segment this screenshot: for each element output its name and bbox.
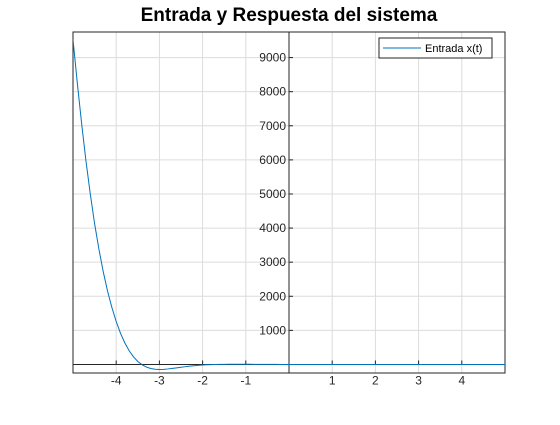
y-tick-label: 8000 bbox=[259, 85, 286, 99]
y-tick-label: 9000 bbox=[259, 51, 286, 65]
x-tick-label: 1 bbox=[329, 373, 336, 387]
x-tick-label: 3 bbox=[415, 373, 422, 387]
x-tick-label: -3 bbox=[154, 373, 165, 387]
series-line-entrada bbox=[73, 39, 505, 370]
x-tick-label: 2 bbox=[372, 373, 379, 387]
axes bbox=[72, 31, 506, 374]
legend: Entrada x(t) bbox=[378, 37, 493, 59]
x-tick-label: -2 bbox=[197, 373, 208, 387]
y-tick-label: 2000 bbox=[259, 289, 286, 303]
y-tick-label: 1000 bbox=[259, 323, 286, 337]
y-tick-label: 7000 bbox=[259, 119, 286, 133]
tick-labels: -4 -3 -2 -1 1 2 3 4 1000 2000 3000 4000 5000 6000 7000… bbox=[111, 51, 466, 388]
y-tick-label: 6000 bbox=[259, 153, 286, 167]
x-tick-label: -4 bbox=[111, 373, 122, 387]
y-tick-label: 5000 bbox=[259, 187, 286, 201]
series-layer bbox=[73, 39, 505, 370]
y-tick-label: 3000 bbox=[259, 255, 286, 269]
legend-label: Entrada x(t) bbox=[425, 43, 482, 55]
legend-box bbox=[378, 37, 493, 59]
x-tick-label: -1 bbox=[240, 373, 251, 387]
y-tick-label: 4000 bbox=[259, 221, 286, 235]
x-tick-label: 4 bbox=[458, 373, 465, 387]
chart-title: Entrada y Respuesta del sistema bbox=[140, 5, 438, 26]
